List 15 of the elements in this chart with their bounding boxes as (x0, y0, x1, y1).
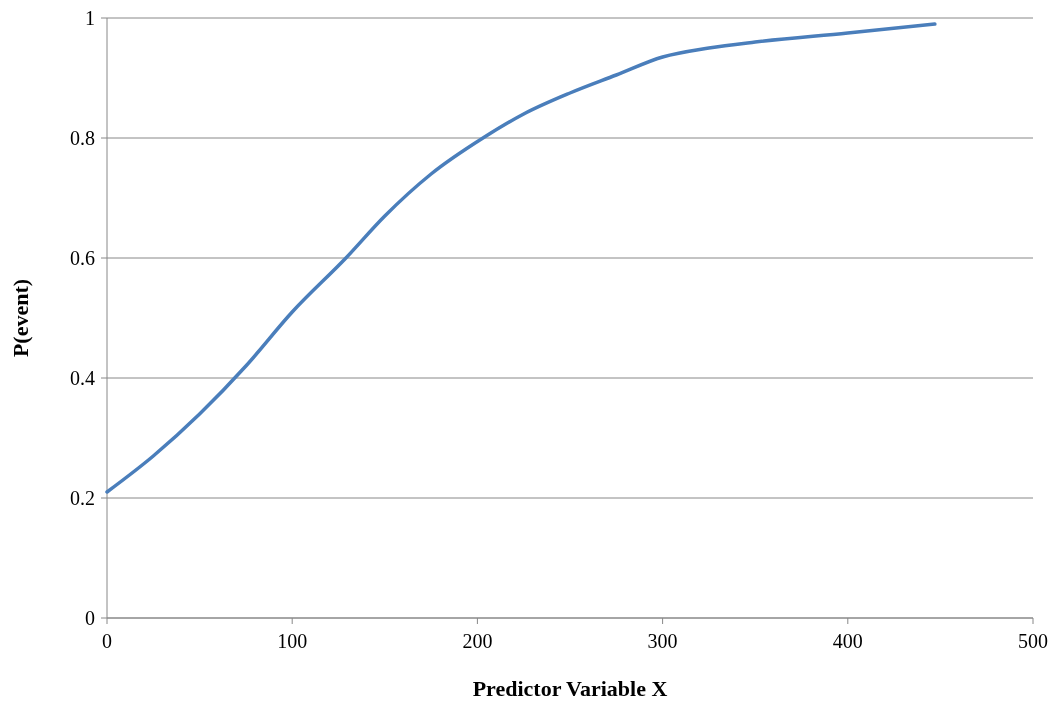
y-tick-label: 1 (85, 7, 95, 29)
x-tick-label: 200 (462, 630, 493, 652)
y-tick-label: 0.2 (70, 487, 95, 509)
line-series (105, 22, 937, 494)
x-tick-label: 300 (647, 630, 678, 652)
x-axis-title: Predictor Variable X (472, 676, 668, 701)
x-tick-label: 500 (1018, 630, 1048, 652)
y-tick-label: 0 (85, 607, 95, 629)
y-tick-label: 0.6 (70, 247, 95, 269)
y-tick-label: 0.8 (70, 127, 95, 149)
x-tick-label: 100 (277, 630, 308, 652)
y-tick-label: 0.4 (70, 367, 95, 389)
x-tick-label: 0 (102, 630, 112, 652)
x-tick-label: 400 (832, 630, 863, 652)
y-axis-title: P(event) (8, 278, 33, 358)
